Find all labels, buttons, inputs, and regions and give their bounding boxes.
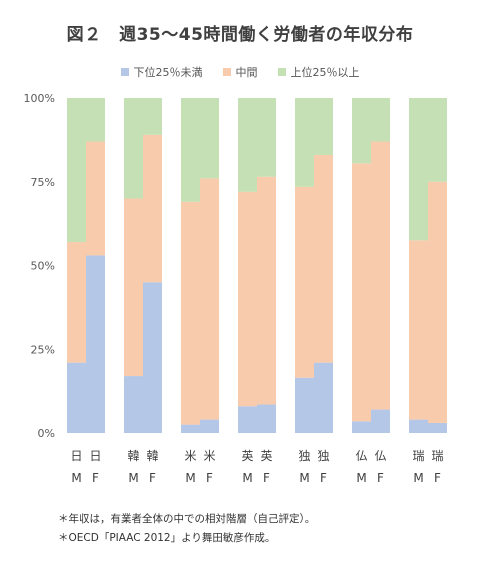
x-tick-sex: F xyxy=(377,471,384,485)
y-tick-label: 0% xyxy=(38,427,55,440)
bar-segment-lower xyxy=(352,421,371,433)
bar-segment-lower xyxy=(371,409,390,433)
x-tick-country: 瑞 xyxy=(431,449,443,463)
bar-segment-upper xyxy=(143,98,162,135)
bar-segment-middle xyxy=(409,240,428,420)
x-tick-sex: F xyxy=(263,471,270,485)
legend-item-upper: 上位25％以上 xyxy=(277,64,360,80)
x-tick-country: 韓 xyxy=(146,449,158,463)
x-tick-country: 米 xyxy=(203,449,215,463)
chart-notes: ＊年収は，有業者全体の中での相対階層（自己評定）。 ＊OECD「PIAAC 20… xyxy=(58,510,315,548)
bar-segment-lower xyxy=(257,404,276,433)
bar-segment-upper xyxy=(371,98,390,142)
x-tick-country: 独 xyxy=(298,449,310,463)
bar-segment-upper xyxy=(181,98,200,202)
bar-segment-middle xyxy=(124,198,143,377)
bar-segment-middle xyxy=(352,163,371,422)
bar-segment-upper xyxy=(67,98,86,243)
bar-segment-lower xyxy=(428,422,447,433)
x-tick-country: 米 xyxy=(184,449,196,463)
legend-item-middle: 中間 xyxy=(222,64,258,80)
bar-segment-lower xyxy=(200,419,219,433)
bar-segment-lower xyxy=(86,255,105,433)
note-line-1: ＊年収は，有業者全体の中での相対階層（自己評定）。 xyxy=(58,513,316,525)
y-tick-label: 25% xyxy=(31,343,55,356)
bar-segment-middle xyxy=(200,178,219,420)
bar-segment-upper xyxy=(124,98,143,199)
x-tick-country: 日 xyxy=(70,449,82,463)
legend-label-lower: 下位25％未満 xyxy=(133,66,203,79)
x-tick-sex: F xyxy=(434,471,441,485)
stacked-bar-chart: 0%25%50%75%100%日M日F韓M韓F米M米F英M英F独M独F仏M仏F瑞… xyxy=(24,92,447,485)
bar-segment-upper xyxy=(86,98,105,142)
bar-segment-lower xyxy=(409,419,428,433)
y-tick-label: 50% xyxy=(31,260,55,273)
legend-swatch-lower xyxy=(120,68,129,76)
bar-segment-upper xyxy=(409,98,428,241)
bar-segment-upper xyxy=(257,98,276,177)
x-tick-sex: M xyxy=(242,471,252,485)
bar-segment-middle xyxy=(257,176,276,405)
bar-segment-middle xyxy=(86,141,105,256)
bar-segment-middle xyxy=(314,154,333,363)
note-line-2: ＊OECD「PIAAC 2012」より舞田敏彦作成。 xyxy=(58,532,276,544)
x-tick-sex: F xyxy=(92,471,99,485)
bar-segment-upper xyxy=(352,98,371,164)
bar-segment-lower xyxy=(314,362,333,433)
bar-segment-upper xyxy=(238,98,257,192)
x-tick-sex: M xyxy=(185,471,195,485)
x-tick-sex: F xyxy=(206,471,213,485)
x-tick-sex: F xyxy=(320,471,327,485)
x-tick-country: 仏 xyxy=(374,449,386,463)
legend-label-upper: 上位25％以上 xyxy=(290,66,360,79)
x-tick-country: 瑞 xyxy=(412,449,424,463)
legend-label-middle: 中間 xyxy=(235,66,258,79)
bar-segment-lower xyxy=(67,362,86,433)
x-tick-sex: M xyxy=(128,471,138,485)
bar-segment-upper xyxy=(428,98,447,182)
bar-segment-lower xyxy=(143,282,162,433)
legend-item-lower: 下位25％未満 xyxy=(120,64,203,80)
legend-swatch-upper xyxy=(277,68,286,76)
bar-segment-middle xyxy=(181,201,200,425)
bar-segment-lower xyxy=(124,376,143,433)
x-tick-sex: M xyxy=(71,471,81,485)
chart-title: 図２ 週35～45時間働く労働者の年収分布 xyxy=(66,25,414,45)
bar-segment-middle xyxy=(428,181,447,423)
x-tick-country: 英 xyxy=(260,449,272,463)
bar-segment-middle xyxy=(371,141,390,410)
x-tick-sex: M xyxy=(299,471,309,485)
bar-segment-lower xyxy=(295,377,314,433)
x-tick-country: 英 xyxy=(241,449,253,463)
bar-segment-lower xyxy=(181,424,200,433)
bar-segment-middle xyxy=(295,186,314,378)
chart-legend: 下位25％未満 中間 上位25％以上 xyxy=(0,64,480,80)
x-tick-country: 日 xyxy=(89,449,101,463)
bar-segment-middle xyxy=(238,191,257,407)
x-tick-sex: M xyxy=(356,471,366,485)
legend-swatch-middle xyxy=(222,68,231,76)
y-tick-label: 100% xyxy=(24,92,55,105)
x-tick-country: 韓 xyxy=(127,449,139,463)
bar-segment-middle xyxy=(143,134,162,283)
bar-segment-lower xyxy=(238,406,257,433)
y-tick-label: 75% xyxy=(31,176,55,189)
x-tick-sex: F xyxy=(149,471,156,485)
bar-segment-middle xyxy=(67,242,86,363)
bar-segment-upper xyxy=(200,98,219,179)
x-tick-country: 仏 xyxy=(355,449,367,463)
x-tick-country: 独 xyxy=(317,449,329,463)
bar-segment-upper xyxy=(314,98,333,155)
x-tick-sex: M xyxy=(413,471,423,485)
bar-segment-upper xyxy=(295,98,314,187)
